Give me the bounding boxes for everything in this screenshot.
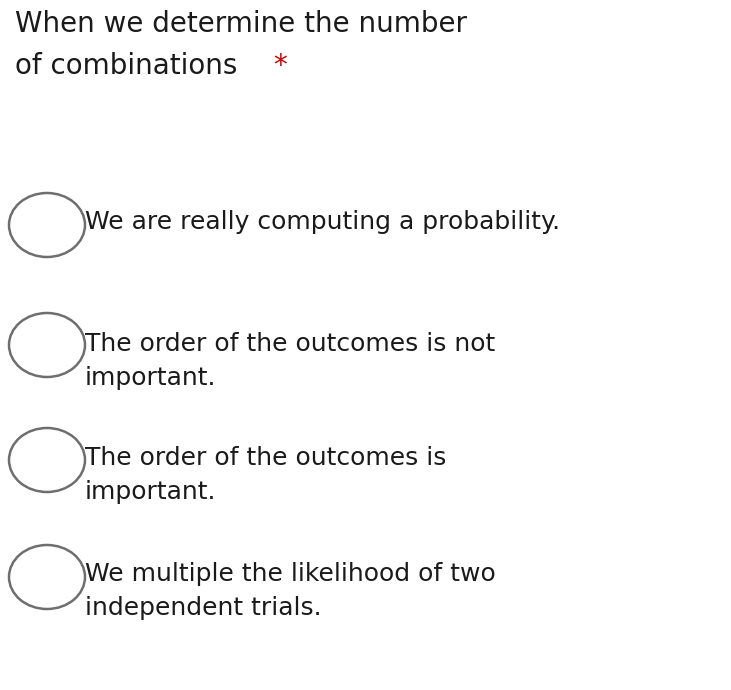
Text: The order of the outcomes is not
important.: The order of the outcomes is not importa… [85,332,495,389]
Text: *: * [273,52,287,80]
Text: of combinations: of combinations [15,52,246,80]
Text: We are really computing a probability.: We are really computing a probability. [85,210,560,234]
Text: The order of the outcomes is
important.: The order of the outcomes is important. [85,446,447,504]
Text: We multiple the likelihood of two
independent trials.: We multiple the likelihood of two indepe… [85,562,496,620]
Text: When we determine the number: When we determine the number [15,10,467,38]
